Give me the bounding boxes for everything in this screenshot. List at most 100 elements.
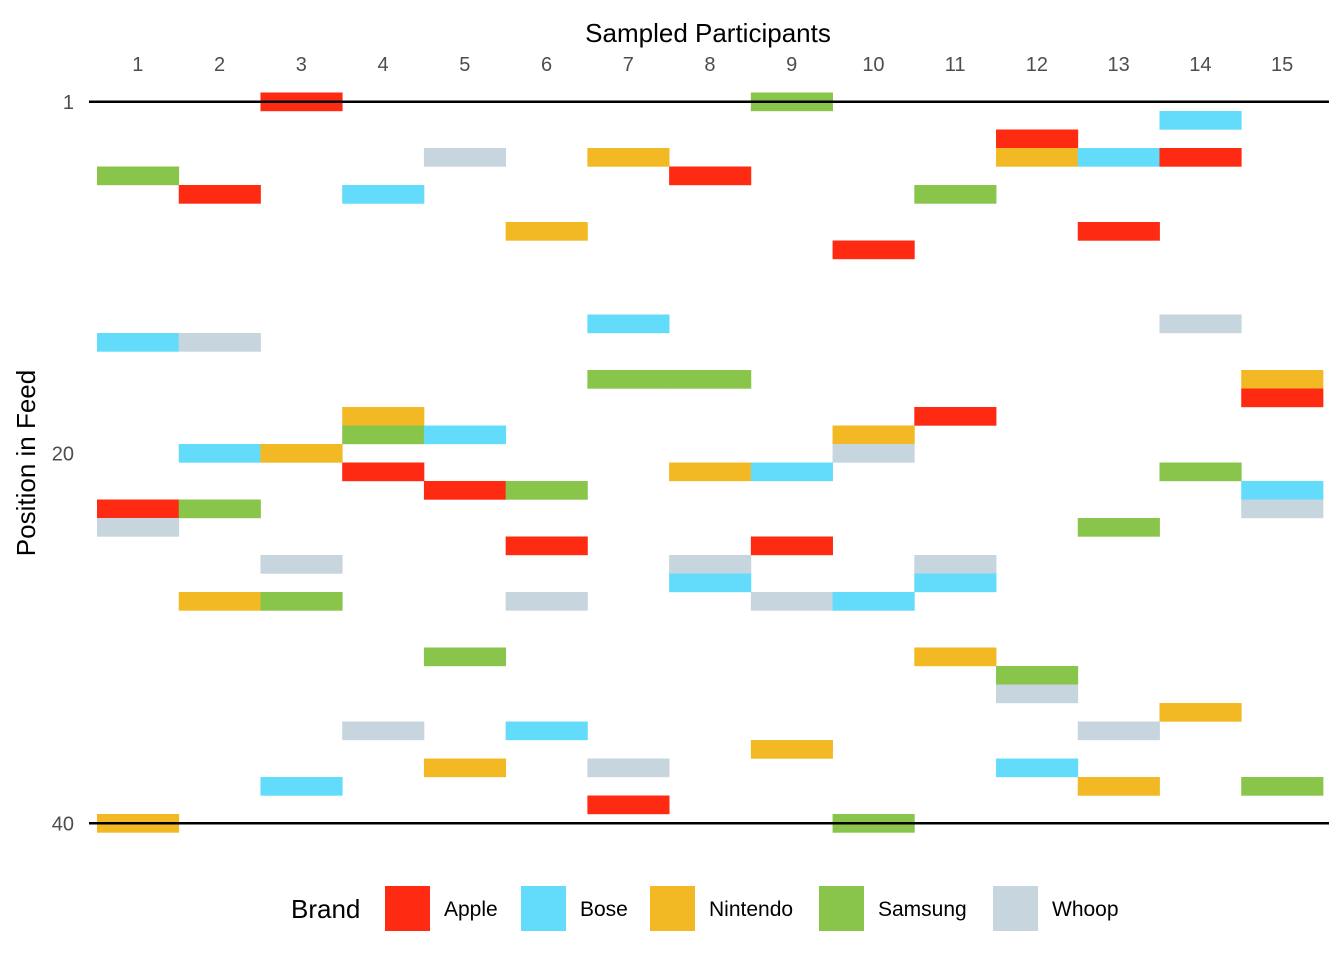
cell-apple-p8-pos5 bbox=[669, 166, 752, 186]
cell-nintendo-p2-pos28 bbox=[178, 592, 261, 611]
legend-item-whoop: Whoop bbox=[993, 886, 1119, 931]
reference-lines-layer bbox=[89, 100, 1329, 825]
cell-apple-p12-pos3 bbox=[996, 129, 1079, 149]
cell-samsung-p2-pos23 bbox=[178, 499, 261, 519]
x-tick-label: 15 bbox=[1271, 54, 1293, 76]
cell-apple-p9-pos25 bbox=[750, 536, 833, 556]
legend-swatch-apple bbox=[385, 886, 430, 931]
legend-label-whoop: Whoop bbox=[1052, 898, 1119, 921]
cell-bose-p3-pos38 bbox=[260, 777, 343, 796]
cell-whoop-p3-pos26 bbox=[260, 555, 343, 574]
cell-nintendo-p14-pos34 bbox=[1159, 703, 1242, 722]
cell-nintendo-p11-pos31 bbox=[914, 647, 997, 667]
legend-label-samsung: Samsung bbox=[878, 898, 967, 921]
legend-swatch-whoop bbox=[993, 886, 1038, 931]
cell-samsung-p4-pos19 bbox=[342, 425, 425, 445]
legend-label-apple: Apple bbox=[444, 898, 498, 921]
x-tick-labels: 1 2 3 4 5 6 7 8 9 10 11 12 13 14 15 bbox=[132, 54, 1293, 76]
y-axis-title: Position in Feed bbox=[11, 370, 41, 556]
legend-label-nintendo: Nintendo bbox=[709, 898, 793, 921]
cell-nintendo-p6-pos8 bbox=[505, 222, 588, 241]
cell-whoop-p5-pos4 bbox=[423, 148, 507, 167]
cell-nintendo-p13-pos38 bbox=[1077, 777, 1160, 796]
x-tick-label: 10 bbox=[862, 54, 884, 76]
cell-apple-p13-pos8 bbox=[1077, 222, 1160, 241]
cell-apple-p5-pos22 bbox=[423, 481, 507, 500]
x-tick-label: 9 bbox=[786, 54, 797, 76]
cell-samsung-p15-pos38 bbox=[1241, 777, 1324, 796]
cell-samsung-p1-pos5 bbox=[97, 166, 180, 186]
cell-bose-p9-pos21 bbox=[750, 462, 833, 482]
cell-nintendo-p15-pos16 bbox=[1241, 370, 1324, 389]
cell-whoop-p14-pos13 bbox=[1159, 314, 1242, 334]
cell-samsung-p11-pos6 bbox=[914, 185, 997, 204]
cells-layer bbox=[97, 92, 1324, 833]
legend-item-apple: Apple bbox=[385, 886, 498, 931]
cell-bose-p4-pos6 bbox=[342, 185, 425, 204]
cell-bose-p6-pos35 bbox=[505, 721, 588, 741]
x-tick-label: 13 bbox=[1108, 54, 1130, 76]
cell-nintendo-p10-pos19 bbox=[832, 425, 915, 445]
cell-whoop-p8-pos26 bbox=[669, 555, 752, 574]
x-tick-label: 8 bbox=[704, 54, 715, 76]
y-tick-label: 40 bbox=[52, 813, 74, 835]
cell-whoop-p4-pos35 bbox=[342, 721, 425, 741]
cell-apple-p2-pos6 bbox=[178, 185, 261, 204]
cell-samsung-p13-pos24 bbox=[1077, 518, 1160, 537]
y-tick-labels: 1 20 40 bbox=[52, 92, 74, 836]
cell-bose-p7-pos13 bbox=[587, 314, 670, 334]
y-tick-label: 20 bbox=[52, 443, 74, 465]
cell-nintendo-p7-pos4 bbox=[587, 148, 670, 167]
cell-whoop-p13-pos35 bbox=[1077, 721, 1160, 741]
cell-whoop-p1-pos24 bbox=[97, 518, 180, 537]
legend-swatch-nintendo bbox=[650, 886, 695, 931]
x-tick-label: 2 bbox=[214, 54, 225, 76]
cell-whoop-p9-pos28 bbox=[750, 592, 833, 611]
cell-apple-p11-pos18 bbox=[914, 407, 997, 426]
x-tick-label: 11 bbox=[945, 54, 966, 76]
cell-samsung-p3-pos28 bbox=[260, 592, 343, 611]
cell-nintendo-p3-pos20 bbox=[260, 444, 343, 463]
cell-samsung-p12-pos32 bbox=[996, 666, 1079, 685]
cell-samsung-p8-pos16 bbox=[669, 370, 752, 389]
cell-whoop-p12-pos33 bbox=[996, 684, 1079, 704]
x-tick-label: 1 bbox=[132, 54, 143, 76]
cell-bose-p11-pos27 bbox=[914, 573, 997, 593]
legend: Brand Apple Bose Nintendo Samsung Whoop bbox=[291, 886, 1119, 931]
cell-apple-p14-pos4 bbox=[1159, 148, 1242, 167]
cell-samsung-p6-pos22 bbox=[505, 481, 588, 500]
cell-samsung-p5-pos31 bbox=[423, 647, 507, 667]
x-tick-label: 7 bbox=[623, 54, 634, 76]
legend-label-bose: Bose bbox=[580, 898, 628, 921]
x-tick-label: 4 bbox=[377, 54, 388, 76]
cell-nintendo-p8-pos21 bbox=[669, 462, 752, 482]
cell-whoop-p10-pos20 bbox=[832, 444, 915, 463]
x-tick-label: 5 bbox=[459, 54, 470, 76]
cell-nintendo-p12-pos4 bbox=[996, 148, 1079, 167]
cell-bose-p12-pos37 bbox=[996, 758, 1079, 778]
x-tick-label: 6 bbox=[541, 54, 552, 76]
cell-whoop-p2-pos14 bbox=[178, 333, 261, 352]
cell-bose-p1-pos14 bbox=[97, 333, 180, 352]
x-axis-title: Sampled Participants bbox=[585, 18, 831, 48]
legend-swatch-samsung bbox=[819, 886, 864, 931]
cell-whoop-p7-pos37 bbox=[587, 758, 670, 778]
cell-bose-p2-pos20 bbox=[178, 444, 261, 463]
cell-nintendo-p5-pos37 bbox=[423, 758, 507, 778]
y-tick-label: 1 bbox=[63, 92, 74, 114]
cell-bose-p10-pos28 bbox=[832, 592, 915, 611]
cell-bose-p5-pos19 bbox=[423, 425, 507, 445]
cell-bose-p14-pos2 bbox=[1159, 111, 1242, 130]
cell-nintendo-p4-pos18 bbox=[342, 407, 425, 426]
legend-item-nintendo: Nintendo bbox=[650, 886, 793, 931]
cell-apple-p4-pos21 bbox=[342, 462, 425, 482]
cell-nintendo-p9-pos36 bbox=[750, 740, 833, 759]
cell-bose-p13-pos4 bbox=[1077, 148, 1160, 167]
legend-title: Brand bbox=[291, 894, 360, 924]
legend-item-bose: Bose bbox=[521, 886, 628, 931]
cell-bose-p15-pos22 bbox=[1241, 481, 1324, 500]
legend-item-samsung: Samsung bbox=[819, 886, 967, 931]
cell-whoop-p11-pos26 bbox=[914, 555, 997, 574]
